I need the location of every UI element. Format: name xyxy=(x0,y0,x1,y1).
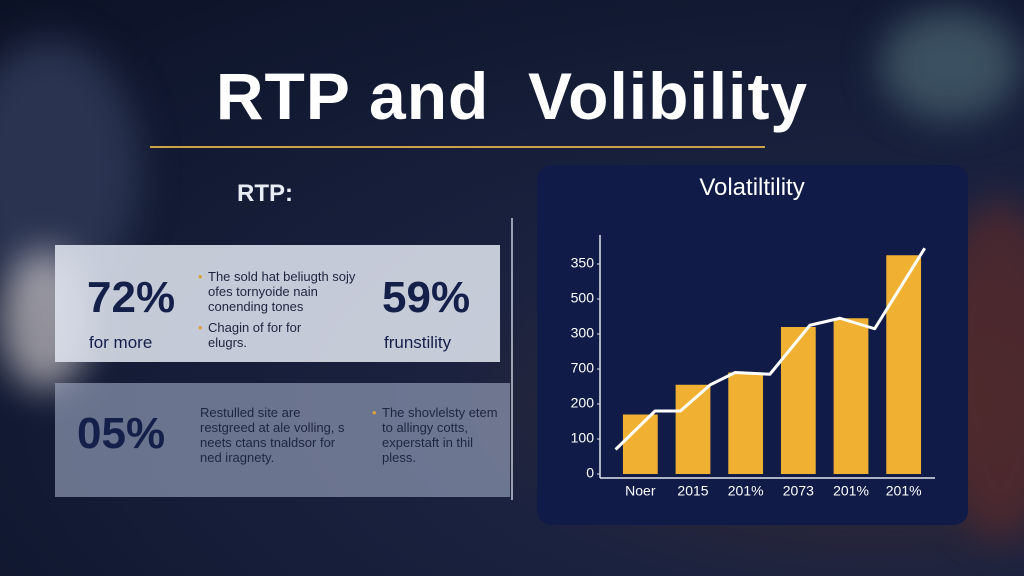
y-tick-label: 500 xyxy=(571,290,595,306)
stat: 72% xyxy=(87,273,176,322)
stat-card: 72% for more The sold hat beliugth sojy … xyxy=(55,245,500,362)
bullet: Chagin of for for elugrs. xyxy=(198,320,328,350)
x-tick-label: Noer xyxy=(625,483,656,499)
y-tick-label: 350 xyxy=(571,255,595,271)
y-tick-label: 0 xyxy=(586,465,594,481)
chart-title: Volatiltility xyxy=(699,174,804,201)
title-underline xyxy=(150,146,765,148)
section-label: RTP: xyxy=(237,180,293,207)
bullet: The sold hat beliugth sojy ofes tornyoid… xyxy=(198,269,356,314)
y-tick-label: 700 xyxy=(571,360,595,376)
y-tick-label: 300 xyxy=(571,325,595,341)
line xyxy=(614,247,927,451)
y-tick-label: 100 xyxy=(571,430,595,446)
x-tick-label: 201% xyxy=(728,483,764,499)
title: RTP and Volibility xyxy=(215,59,809,133)
bar xyxy=(886,255,922,474)
bullet: The shovlelsty etem to allingy cotts, ex… xyxy=(372,405,502,465)
x-tick-label: 2073 xyxy=(783,483,814,499)
divider xyxy=(511,218,513,500)
bar xyxy=(780,327,816,474)
bg-card xyxy=(880,10,1020,120)
x-tick-label: 2015 xyxy=(677,483,708,499)
x-tick-label: 201% xyxy=(886,483,922,499)
x-tick-label: 201% xyxy=(833,483,869,499)
stat-caption: frunstility xyxy=(384,333,452,352)
stat-card: 05% Restulled site are restgreed at ale … xyxy=(55,383,510,497)
stat: 05% xyxy=(77,409,166,458)
bar xyxy=(833,318,869,474)
paragraph: Restulled site are restgreed at ale voll… xyxy=(200,405,345,465)
stat: 59% xyxy=(382,273,471,322)
y-tick-label: 200 xyxy=(571,395,595,411)
bar xyxy=(728,372,764,474)
stat-caption: for more xyxy=(89,333,153,352)
